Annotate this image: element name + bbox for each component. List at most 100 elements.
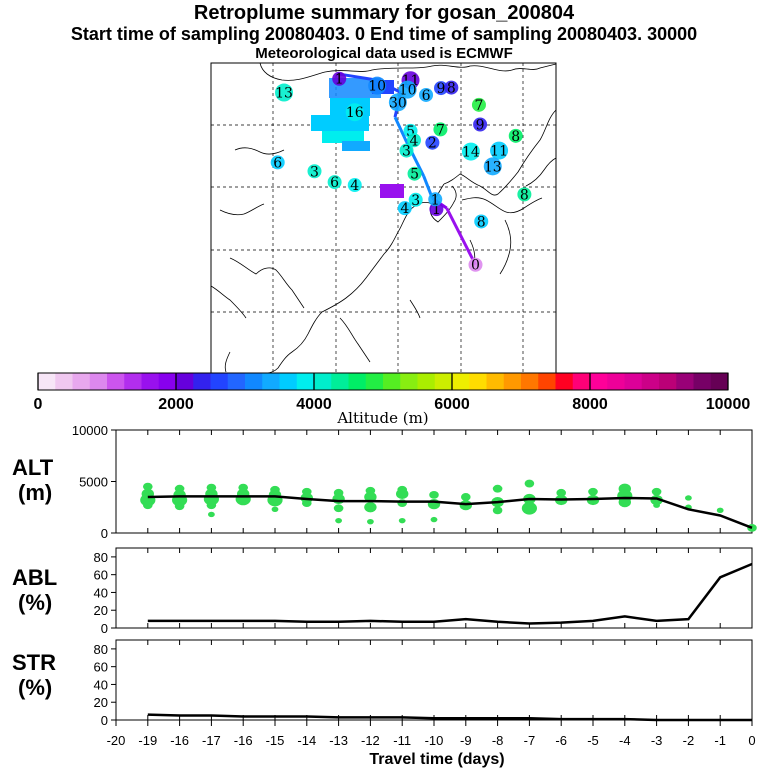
trajectory-point [347,178,362,193]
colorbar-cell [417,373,436,390]
colorbar-cell [348,373,367,390]
alt-data-point [653,502,660,508]
x-tick-label: -9 [460,733,472,748]
colorbar-cell [383,373,401,390]
trajectory-point [406,133,421,148]
trajectory-point [270,155,285,170]
y-tick-label: 0 [101,713,108,728]
x-tick-label: -20 [107,733,126,748]
trajectory-day-label: 3 [310,164,319,180]
trajectory-point [307,164,322,179]
alt-data-point [335,517,342,524]
trajectory-day-label: 6 [273,155,282,171]
trajectory-point [473,117,488,132]
colorbar-cell [452,373,470,390]
alt-data-point [524,479,535,488]
colorbar-cell [486,373,505,390]
trajectory-point [327,175,342,190]
x-axis: -20 -19 -16 -17 -16 -15 -14 -13 -12 -11 -10 -9 -8 -7-… [107,720,756,748]
trajectory-point [407,166,422,181]
abl-label: ABL [12,565,57,590]
alt-data-point [618,497,631,508]
alt-data-point [651,487,662,496]
alt-data-point [333,504,344,513]
y-tick-label: 60 [94,660,108,675]
trajectory-point [408,192,423,207]
alt-data-point [685,495,692,501]
trajectory-day-label: 16 [346,105,364,121]
colorbar-cell [193,373,211,390]
alt-data-point [398,517,406,524]
str-panel: STR (%) 0 20 40 60 80 [12,639,753,728]
trajectory-point [368,76,387,95]
x-tick-label: -3 [651,733,663,748]
y-tick-label: 40 [94,677,108,692]
x-tick-label: -17 [202,733,221,748]
trajectory-day-label: 4 [400,201,409,217]
trajectory-segment [445,207,477,266]
colorbar-cell [503,373,522,390]
alt-data-point [364,491,377,503]
trajectory-point [468,257,483,272]
trajectory-day-label: 8 [511,129,520,145]
trajectory-day-label: 4 [410,133,419,149]
x-tick-label: -4 [619,733,631,748]
colorbar-cell [141,373,160,390]
trajectory-day-label: 3 [411,193,420,209]
colorbar-cell [400,373,418,390]
x-tick-label: -14 [297,733,316,748]
trajectory-point [474,214,489,229]
str-unit: (%) [18,675,52,700]
trajectory-day-label: 1 [335,72,344,88]
colorbar-cell [210,373,229,390]
trajectory-day-label: 13 [484,159,502,175]
alt-data-point [332,493,345,505]
trajectory-day-label: 10 [368,79,386,95]
x-tick-label: -13 [329,733,348,748]
trajectory-day-label: 2 [428,136,437,152]
alt-data-point [492,484,503,493]
colorbar-cell [538,373,556,390]
colorbar-cell [245,373,263,390]
colorbar-cell [521,373,539,390]
colorbar-tick-label: 8000 [572,396,608,413]
y-tick-label: 5000 [79,475,108,490]
colorbar-tick-label: 10000 [706,396,751,413]
colorbar-cell [279,373,298,390]
trajectory-segment [393,116,408,143]
x-tick-label: -5 [587,733,599,748]
alt-data-point [143,501,153,510]
colorbar-cell [676,373,694,390]
trajectory-day-label: 6 [422,88,431,104]
trajectory-day-label: 9 [476,118,485,134]
trajectory-day-label: 14 [462,145,480,161]
trajectory-day-label: 0 [471,258,480,274]
trajectory-day-label: 5 [410,167,419,183]
trajectory-point [425,135,440,150]
trajectory-day-label: 11 [490,144,508,160]
colorbar-cell [624,373,643,390]
colorbar-cell [158,373,177,390]
colorbar-cell [331,373,349,390]
trajectory-point [275,83,294,102]
map-frame [210,62,557,374]
trajectory-day-label: 7 [474,98,483,114]
trajectory-day-label: 4 [350,178,359,194]
colorbar-cell [262,373,280,390]
alt-data-point [716,507,724,514]
alt-data-point [429,490,439,499]
y-tick-label: 20 [94,603,108,618]
abl-line [147,562,753,625]
colorbar-cell [365,373,384,390]
y-tick-label: 20 [94,695,108,710]
trajectory-day-label: 1 [431,192,440,208]
x-tick-label: -10 [425,733,444,748]
colorbar-cell [607,373,625,390]
trajectory-point [517,187,532,202]
alt-data-point [396,488,409,499]
trajectory-point [419,87,434,102]
abl-panel: ABL (%) 0 20 40 60 80 [12,547,753,636]
alt-mean-line [147,495,753,530]
colorbar-cell [38,373,56,390]
trajectory-point [508,128,523,143]
